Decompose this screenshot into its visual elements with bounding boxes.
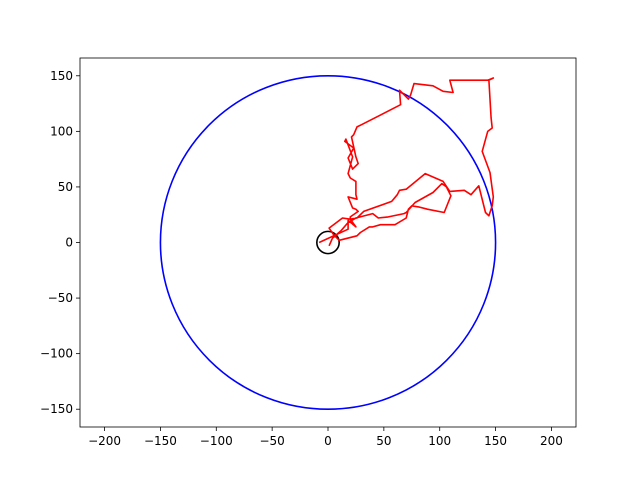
axes-frame: [79, 57, 577, 428]
y-tick-label: −100: [40, 347, 73, 361]
x-tick-label: 100: [428, 434, 451, 448]
x-tick-label: 50: [376, 434, 391, 448]
trajectory-line: [318, 77, 495, 247]
series-group: [159, 74, 497, 411]
plot-area: [159, 74, 497, 411]
y-tick-label: −150: [40, 402, 73, 416]
x-tick-label: −200: [88, 434, 121, 448]
x-tick-label: 150: [484, 434, 507, 448]
boundary-circle: [159, 74, 497, 411]
y-tick-label: 50: [58, 180, 73, 194]
y-tick-label: 0: [65, 236, 73, 250]
x-tick-label: −150: [144, 434, 177, 448]
y-tick-label: 150: [50, 69, 73, 83]
x-tick-label: −100: [200, 434, 233, 448]
x-tick-label: −50: [259, 434, 284, 448]
y-tick-label: −50: [48, 291, 73, 305]
axes: −200 −150 −100 −50 0 50 100 150 200 −150 −100 −50 0 5…: [40, 57, 577, 448]
start-circle: [316, 230, 340, 255]
x-tick-label: 0: [324, 434, 332, 448]
x-tick-label: 200: [540, 434, 563, 448]
y-tick-label: 100: [50, 124, 73, 138]
